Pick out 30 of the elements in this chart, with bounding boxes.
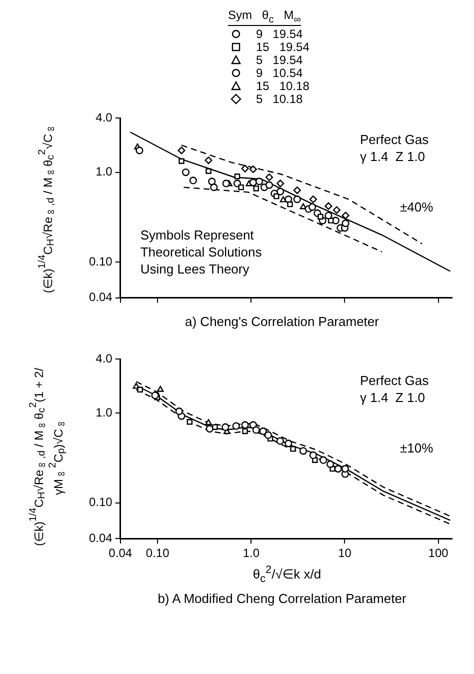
x-tick-label: 100 [428, 546, 449, 560]
annotation: γ 1.4 Z 1.0 [360, 390, 426, 405]
y-tick-label: 1.0 [96, 164, 113, 179]
y-tick-label: 0.10 [88, 495, 113, 510]
y-tick-label: 0.04 [88, 290, 113, 304]
x-tick-label: 0.04 [108, 546, 132, 560]
x-tick-label: 10 [338, 546, 352, 560]
y-tick-label: 4.0 [96, 352, 113, 366]
legend-label: 15 19.54 [256, 40, 310, 54]
x-axis-title: θ$_{c}$$^{2}$/√∈k x/d [252, 564, 322, 585]
annotation: Symbols Represent Theoretical Solutions Using Lees Theory [140, 227, 262, 276]
legend-label: 9 19.54 [256, 27, 303, 42]
y-tick-label: 4.0 [96, 110, 113, 125]
text: b) A Modified Cheng Correlation Parameter [156, 590, 408, 606]
annotation: Perfect Gas [360, 132, 430, 147]
annotation: Perfect Gas [360, 372, 430, 388]
annotation: ±40% [400, 200, 434, 215]
legend-label: 15 10.18 [256, 79, 310, 94]
legend-label: 5 19.54 [256, 53, 303, 68]
legend-label: 9 10.54 [256, 66, 303, 80]
x-tick-label: 0.10 [146, 546, 170, 560]
y-tick-label: 0.10 [88, 254, 113, 268]
annotation: γ 1.4 Z 1.0 [360, 148, 426, 164]
y-tick-label: 0.04 [88, 530, 113, 545]
x-tick-label: 1.0 [242, 546, 260, 560]
annotation: ±10% [400, 440, 434, 456]
y-tick-label: 1.0 [96, 406, 113, 420]
legend-title: Sym θ$_{c}$ M$_{∞}$ [228, 8, 301, 26]
legend-label: 5 10.18 [256, 92, 303, 106]
text: a) Cheng's Correlation Parameter [184, 314, 380, 329]
